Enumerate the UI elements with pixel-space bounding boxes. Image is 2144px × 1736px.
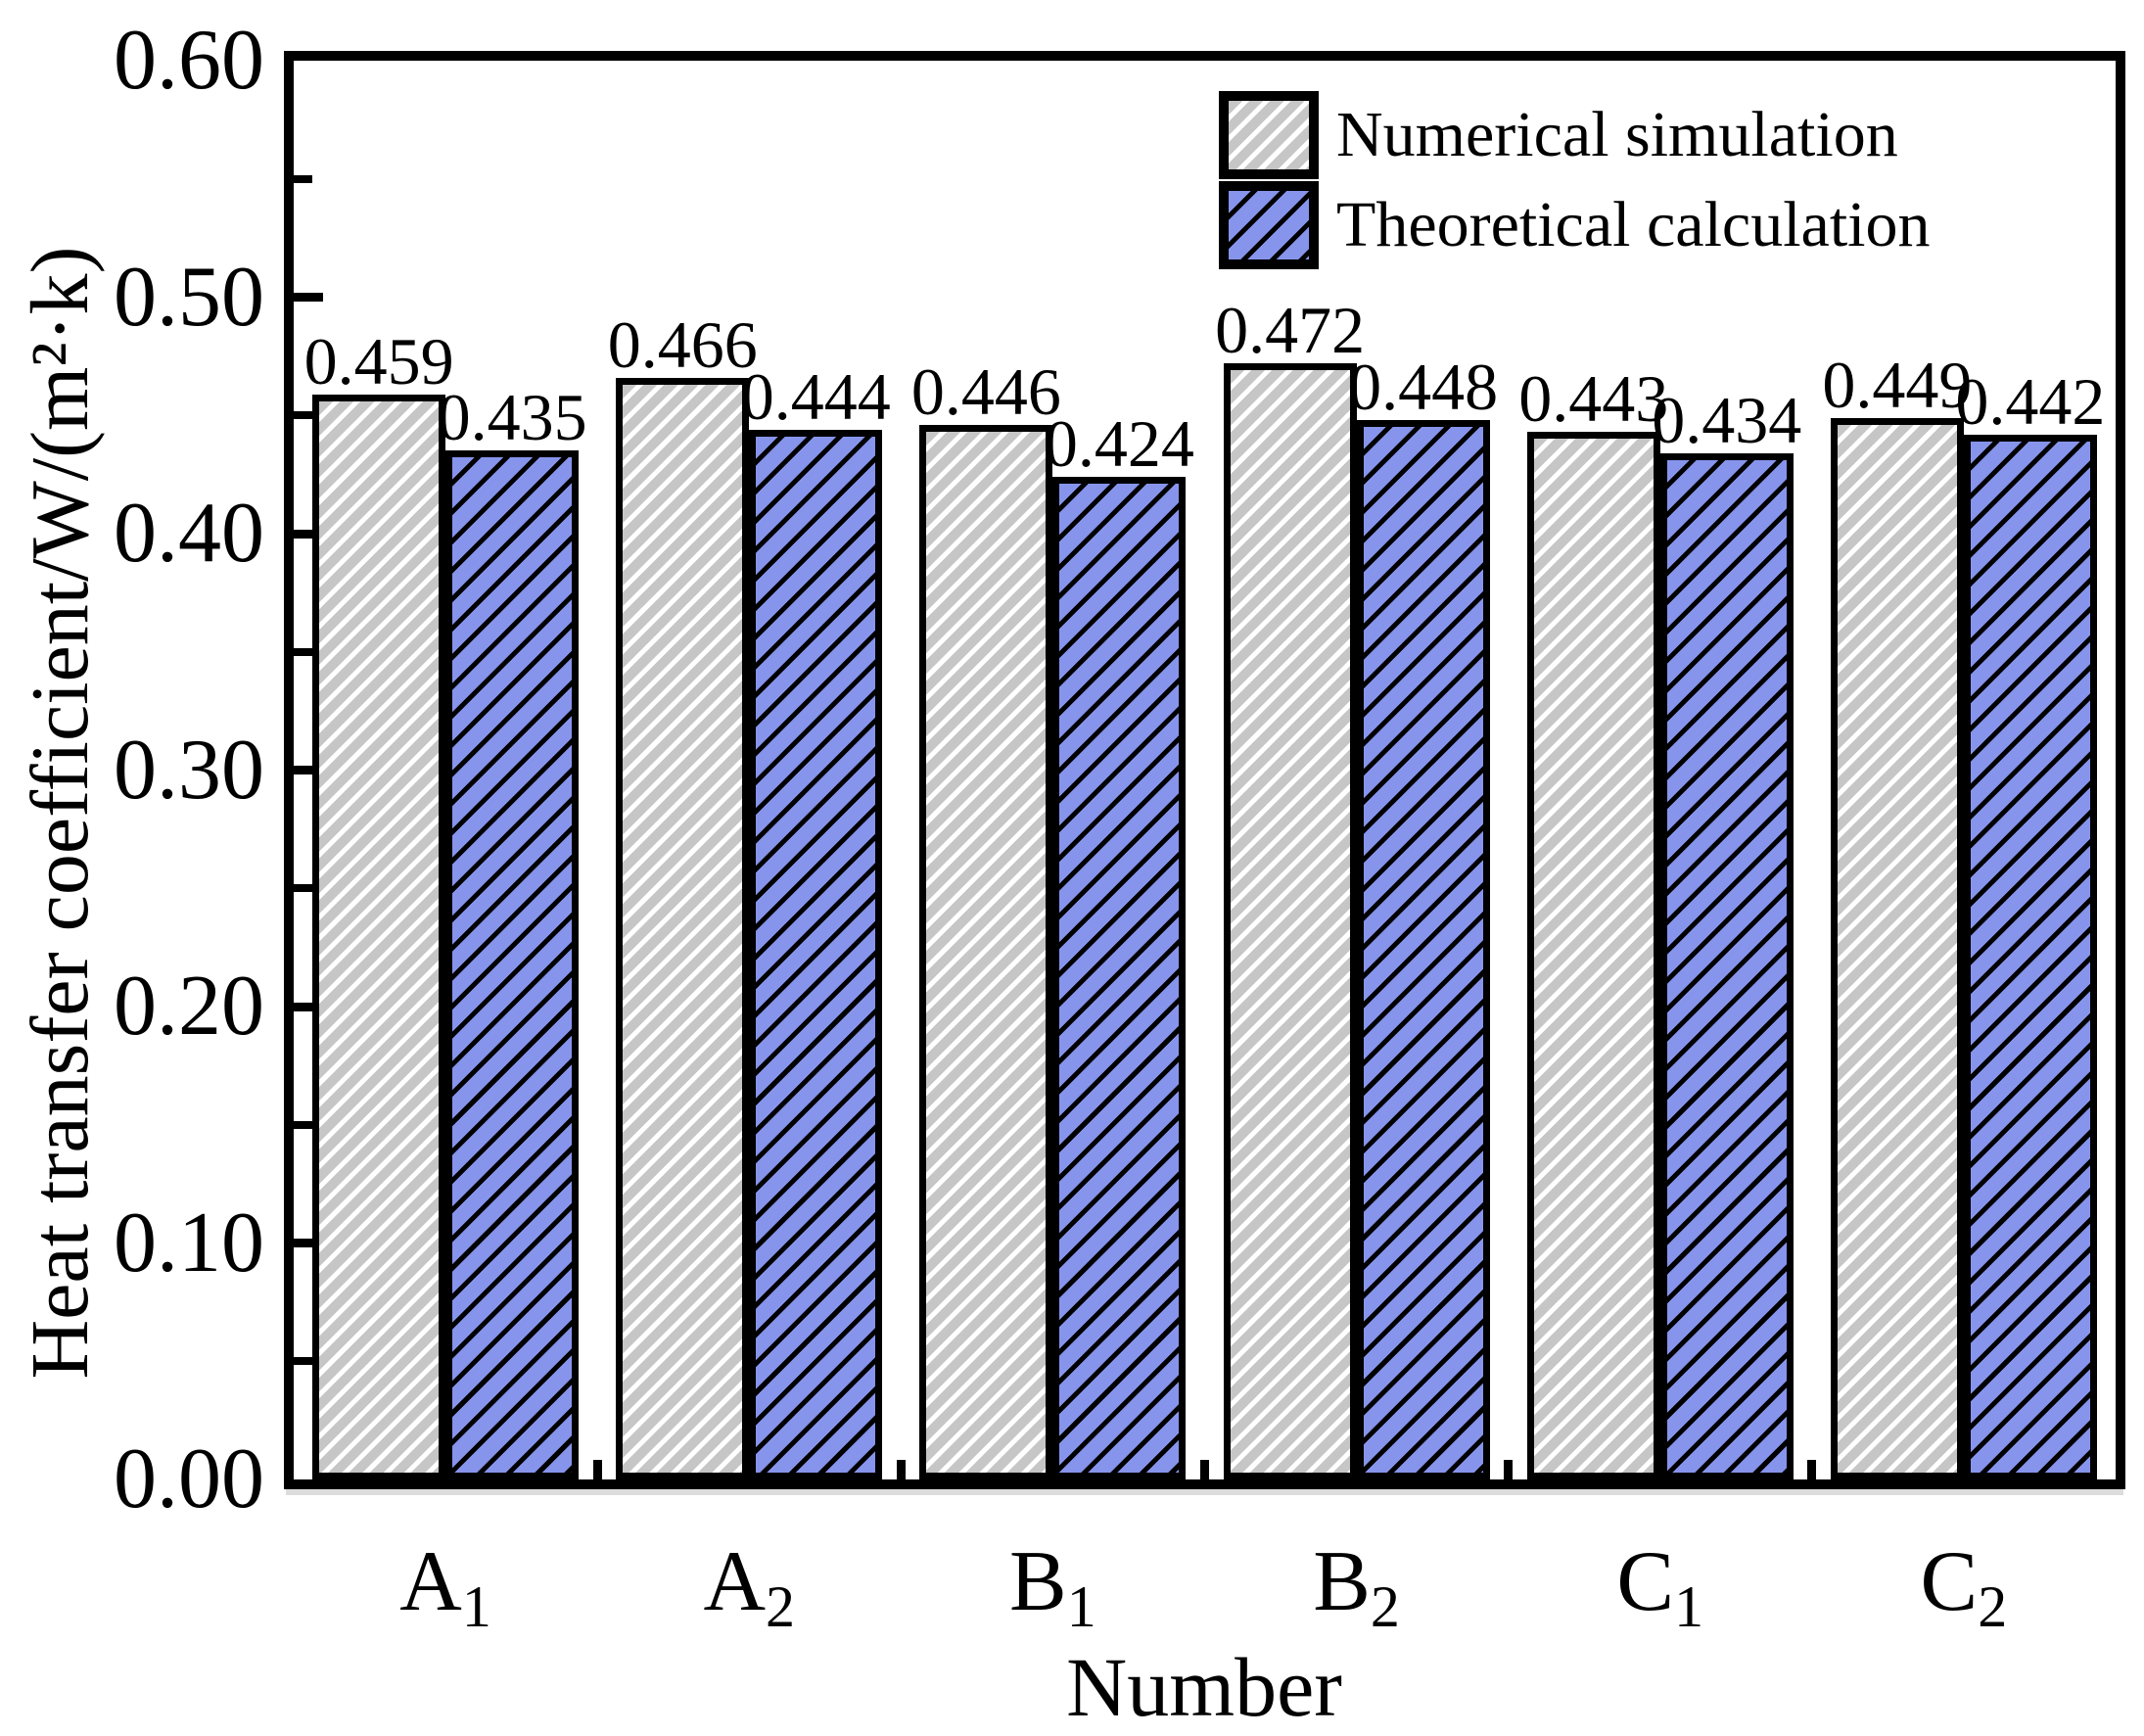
bar-value-label: 0.424 (1044, 406, 1194, 482)
x-divider-tick (1200, 1460, 1209, 1479)
category-subscript: 1 (1066, 1573, 1096, 1639)
category-base: B (1009, 1534, 1067, 1629)
bar-value-label: 0.434 (1652, 382, 1802, 457)
category-base: A (703, 1534, 767, 1629)
category-base: A (399, 1534, 462, 1629)
bar-theoretical (445, 450, 580, 1479)
y-minor-tick (294, 647, 312, 656)
y-major-tick (294, 766, 323, 774)
x-divider-tick (592, 1460, 602, 1479)
bar-value-label: 0.443 (1518, 361, 1669, 437)
y-tick-label: 0.50 (114, 249, 264, 345)
legend-label: Numerical simulation (1336, 99, 1898, 170)
y-minor-tick (294, 1357, 312, 1366)
y-minor-tick (294, 411, 312, 420)
category-subscript: 1 (461, 1573, 491, 1639)
bar-value-label: 0.449 (1822, 347, 1973, 422)
category-base: C (1616, 1534, 1675, 1629)
bar-numerical (1830, 417, 1964, 1479)
x-category-label: C1 (1509, 1535, 1812, 1654)
category-base: B (1313, 1534, 1371, 1629)
y-tick-label: 0.10 (114, 1195, 264, 1290)
x-divider-tick (1807, 1460, 1817, 1479)
bar-theoretical (1356, 420, 1490, 1479)
bar-value-label: 0.466 (607, 306, 758, 382)
y-minor-tick (294, 1120, 312, 1129)
legend-item-numerical: Numerical simulation (1219, 90, 1898, 180)
y-tick-label: 0.30 (114, 722, 264, 818)
category-subscript: 2 (1978, 1573, 2008, 1639)
bar-value-label: 0.446 (910, 353, 1061, 429)
y-major-tick (294, 293, 323, 302)
x-divider-tick (1504, 1460, 1514, 1479)
legend-swatch-theoretical-calculation (1219, 181, 1319, 269)
x-divider-tick (896, 1460, 906, 1479)
bar-theoretical (1052, 477, 1187, 1479)
x-category-label: C2 (1812, 1535, 2116, 1654)
y-tick-label: 0.40 (114, 486, 264, 581)
legend-label: Theoretical calculation (1336, 189, 1931, 260)
y-tick-label: 0.20 (114, 959, 264, 1054)
x-category-label: A2 (597, 1535, 901, 1654)
y-minor-tick (294, 174, 312, 183)
bar-theoretical (749, 429, 883, 1479)
plot-frame (284, 51, 2125, 1489)
bar-value-label: 0.459 (303, 323, 454, 399)
legend-item-theoretical: Theoretical calculation (1219, 180, 1931, 270)
bar-value-label: 0.444 (740, 358, 891, 434)
y-minor-tick (294, 884, 312, 893)
x-category-label: B1 (901, 1535, 1204, 1654)
category-subscript: 2 (1370, 1573, 1400, 1639)
category-base: C (1920, 1534, 1979, 1629)
category-subscript: 2 (766, 1573, 796, 1639)
y-major-tick (294, 1239, 323, 1247)
bar-theoretical (1963, 434, 2097, 1479)
bar-value-label: 0.435 (437, 380, 587, 455)
bar-value-label: 0.472 (1215, 293, 1366, 368)
x-category-label: B2 (1205, 1535, 1509, 1654)
y-tick-label: 0.60 (114, 13, 264, 108)
bar-numerical (1223, 363, 1357, 1479)
y-major-tick (294, 529, 323, 539)
y-tick-label: 0.00 (114, 1431, 264, 1526)
bar-numerical (1526, 432, 1660, 1479)
x-axis-title: Number (1066, 1640, 1342, 1734)
bar-value-label: 0.448 (1348, 350, 1499, 425)
bar-value-label: 0.442 (1955, 363, 2106, 439)
y-major-tick (294, 1002, 323, 1011)
bar-numerical (919, 424, 1053, 1479)
bar-theoretical (1659, 452, 1794, 1479)
bar-numerical (312, 394, 446, 1479)
bar-numerical (616, 377, 750, 1479)
category-subscript: 1 (1674, 1573, 1704, 1639)
legend-swatch-numerical-simulation (1219, 91, 1319, 179)
x-category-label: A1 (294, 1535, 597, 1654)
